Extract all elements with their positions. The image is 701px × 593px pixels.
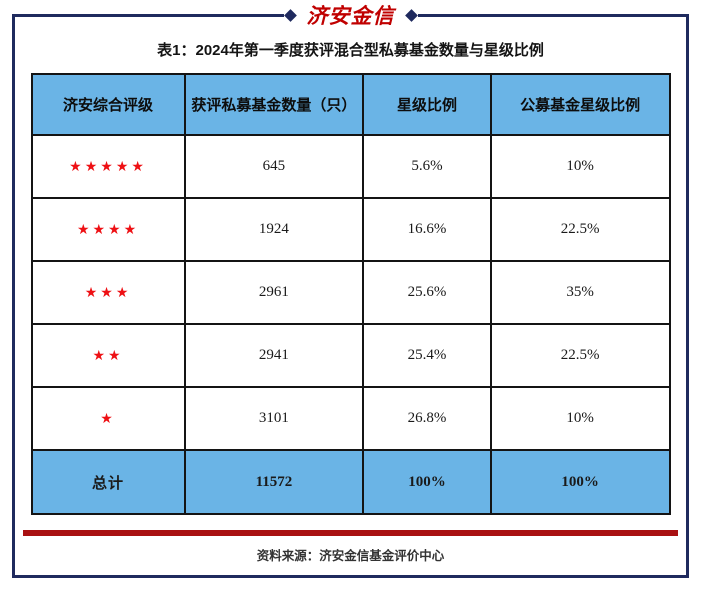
table-row-4-star: ★★★★ 1924 16.6% 22.5% [30,197,671,262]
table-row-2-star: ★★ 2941 25.4% 22.5% [30,323,671,388]
total-star-ratio: 100% [362,449,492,515]
header-rating: 济安综合评级 [30,73,186,136]
rating-stars: ★★★★ [30,197,186,262]
rating-stars: ★★★ [30,260,186,325]
source-note: 资料来源：济安金信基金评价中心 [256,549,445,563]
public-star-ratio: 10% [489,134,671,199]
total-public-star-ratio: 100% [489,449,671,515]
public-star-ratio: 10% [489,386,671,451]
table-row-3-star: ★★★ 2961 25.6% 35% [30,260,671,325]
diamond-icon [404,8,418,22]
header-public-star-ratio: 公募基金星级比例 [489,73,671,136]
table-header-row: 济安综合评级 获评私募基金数量（只） 星级比例 公募基金星级比例 [30,73,671,136]
brand-logo-text: 济安金信 [306,5,395,28]
fund-count: 645 [183,134,365,199]
star-ratio: 25.4% [362,323,492,388]
fund-count: 2941 [183,323,365,388]
star-ratio: 25.6% [362,260,492,325]
fund-count: 3101 [183,386,365,451]
star-ratio: 16.6% [362,197,492,262]
rating-stars: ★ [30,386,186,451]
logo-band: 济安金信 [15,1,686,29]
star-ratio: 26.8% [362,386,492,451]
divider-bar [23,530,678,536]
total-label: 总计 [30,449,186,515]
rating-table: 济安综合评级 获评私募基金数量（只） 星级比例 公募基金星级比例 ★★★★★ 6… [30,73,671,515]
header-fund-count: 获评私募基金数量（只） [183,73,365,136]
header-star-ratio: 星级比例 [362,73,492,136]
report-frame: 济安金信 表1：2024年第一季度获评混合型私募基金数量与星级比例 济安综合评级… [12,1,689,578]
public-star-ratio: 22.5% [489,197,671,262]
table-row-1-star: ★ 3101 26.8% 10% [30,386,671,451]
public-star-ratio: 22.5% [489,323,671,388]
star-ratio: 5.6% [362,134,492,199]
diamond-icon [283,8,297,22]
fund-count: 1924 [183,197,365,262]
rating-stars: ★★★★★ [30,134,186,199]
table-row-total: 总计 11572 100% 100% [30,449,671,515]
public-star-ratio: 35% [489,260,671,325]
brand-logo: 济安金信 [283,1,418,29]
rating-stars: ★★ [30,323,186,388]
fund-count: 2961 [183,260,365,325]
table-title: 表1：2024年第一季度获评混合型私募基金数量与星级比例 [157,42,544,59]
total-fund-count: 11572 [183,449,365,515]
table-row-5-star: ★★★★★ 645 5.6% 10% [30,134,671,199]
